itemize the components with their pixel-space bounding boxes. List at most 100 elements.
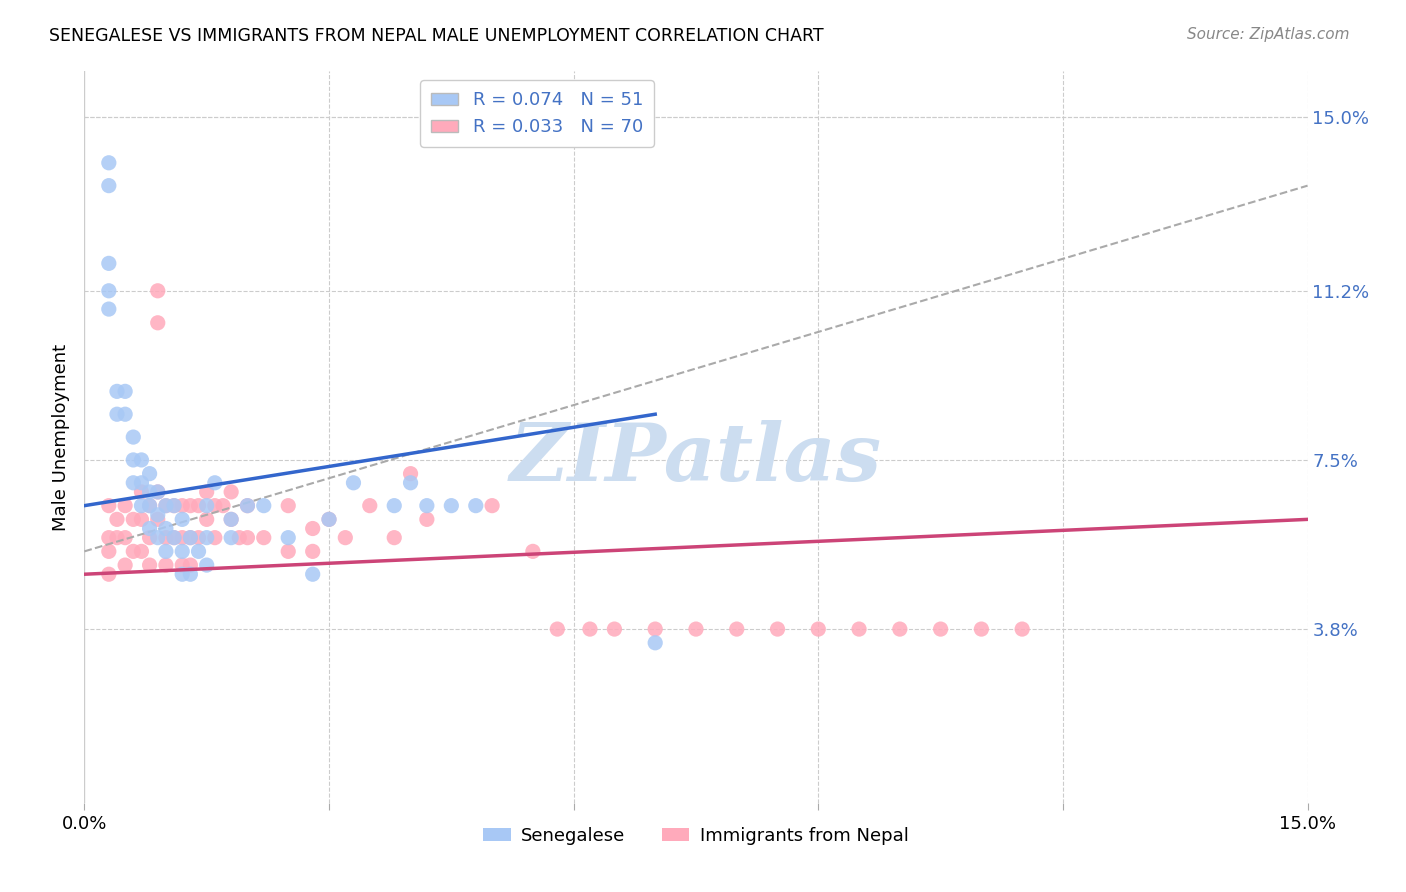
Point bbox=[97, 499, 120, 513]
Point bbox=[105, 384, 128, 399]
Point bbox=[146, 485, 169, 500]
Point bbox=[219, 512, 242, 526]
Point bbox=[187, 531, 209, 545]
Point bbox=[114, 499, 136, 513]
Point bbox=[889, 622, 911, 636]
Point bbox=[105, 512, 128, 526]
Point bbox=[114, 407, 136, 421]
Point bbox=[382, 531, 405, 545]
Point bbox=[179, 499, 201, 513]
Point bbox=[146, 316, 169, 330]
Point bbox=[807, 622, 830, 636]
Point bbox=[766, 622, 789, 636]
Point bbox=[146, 508, 169, 522]
Point bbox=[122, 475, 145, 490]
Point bbox=[172, 544, 194, 558]
Point bbox=[277, 499, 299, 513]
Point bbox=[725, 622, 748, 636]
Point bbox=[848, 622, 870, 636]
Point bbox=[195, 531, 218, 545]
Point bbox=[97, 155, 120, 169]
Point bbox=[416, 512, 439, 526]
Point bbox=[440, 499, 463, 513]
Point bbox=[236, 499, 259, 513]
Point bbox=[138, 485, 160, 500]
Point bbox=[579, 622, 602, 636]
Point bbox=[416, 499, 439, 513]
Text: SENEGALESE VS IMMIGRANTS FROM NEPAL MALE UNEMPLOYMENT CORRELATION CHART: SENEGALESE VS IMMIGRANTS FROM NEPAL MALE… bbox=[49, 27, 824, 45]
Legend: Senegalese, Immigrants from Nepal: Senegalese, Immigrants from Nepal bbox=[477, 820, 915, 852]
Point bbox=[204, 475, 226, 490]
Point bbox=[212, 499, 235, 513]
Point bbox=[318, 512, 340, 526]
Point bbox=[122, 453, 145, 467]
Point bbox=[301, 544, 323, 558]
Point bbox=[644, 622, 666, 636]
Point bbox=[122, 430, 145, 444]
Point bbox=[146, 531, 169, 545]
Point bbox=[146, 512, 169, 526]
Y-axis label: Male Unemployment: Male Unemployment bbox=[52, 343, 70, 531]
Point bbox=[155, 558, 177, 573]
Point bbox=[97, 302, 120, 317]
Point bbox=[97, 284, 120, 298]
Point bbox=[342, 475, 364, 490]
Point bbox=[195, 512, 218, 526]
Point bbox=[138, 531, 160, 545]
Point bbox=[97, 531, 120, 545]
Point bbox=[399, 475, 422, 490]
Point bbox=[359, 499, 381, 513]
Point bbox=[172, 499, 194, 513]
Point bbox=[644, 636, 666, 650]
Point bbox=[204, 499, 226, 513]
Point bbox=[97, 178, 120, 193]
Point bbox=[277, 544, 299, 558]
Text: Source: ZipAtlas.com: Source: ZipAtlas.com bbox=[1187, 27, 1350, 42]
Point bbox=[155, 499, 177, 513]
Point bbox=[131, 475, 153, 490]
Point bbox=[155, 521, 177, 535]
Point bbox=[970, 622, 993, 636]
Point bbox=[131, 453, 153, 467]
Point bbox=[105, 531, 128, 545]
Point bbox=[253, 499, 276, 513]
Point bbox=[172, 558, 194, 573]
Point bbox=[138, 499, 160, 513]
Point bbox=[204, 531, 226, 545]
Point bbox=[163, 499, 186, 513]
Point bbox=[195, 485, 218, 500]
Point bbox=[114, 384, 136, 399]
Point bbox=[179, 567, 201, 582]
Point bbox=[301, 567, 323, 582]
Point bbox=[97, 256, 120, 270]
Point bbox=[399, 467, 422, 481]
Point bbox=[219, 531, 242, 545]
Point bbox=[603, 622, 626, 636]
Point bbox=[522, 544, 544, 558]
Point bbox=[97, 567, 120, 582]
Point bbox=[382, 499, 405, 513]
Point bbox=[464, 499, 486, 513]
Point bbox=[138, 558, 160, 573]
Point bbox=[228, 531, 250, 545]
Point bbox=[179, 558, 201, 573]
Point bbox=[163, 499, 186, 513]
Point bbox=[172, 567, 194, 582]
Point bbox=[131, 512, 153, 526]
Point bbox=[114, 531, 136, 545]
Point bbox=[131, 544, 153, 558]
Point bbox=[122, 544, 145, 558]
Point bbox=[481, 499, 503, 513]
Point bbox=[187, 544, 209, 558]
Point bbox=[163, 531, 186, 545]
Point bbox=[97, 544, 120, 558]
Point bbox=[685, 622, 707, 636]
Point bbox=[172, 531, 194, 545]
Point bbox=[131, 499, 153, 513]
Point bbox=[253, 531, 276, 545]
Point bbox=[155, 499, 177, 513]
Point bbox=[105, 407, 128, 421]
Point bbox=[179, 531, 201, 545]
Point bbox=[236, 499, 259, 513]
Point bbox=[335, 531, 357, 545]
